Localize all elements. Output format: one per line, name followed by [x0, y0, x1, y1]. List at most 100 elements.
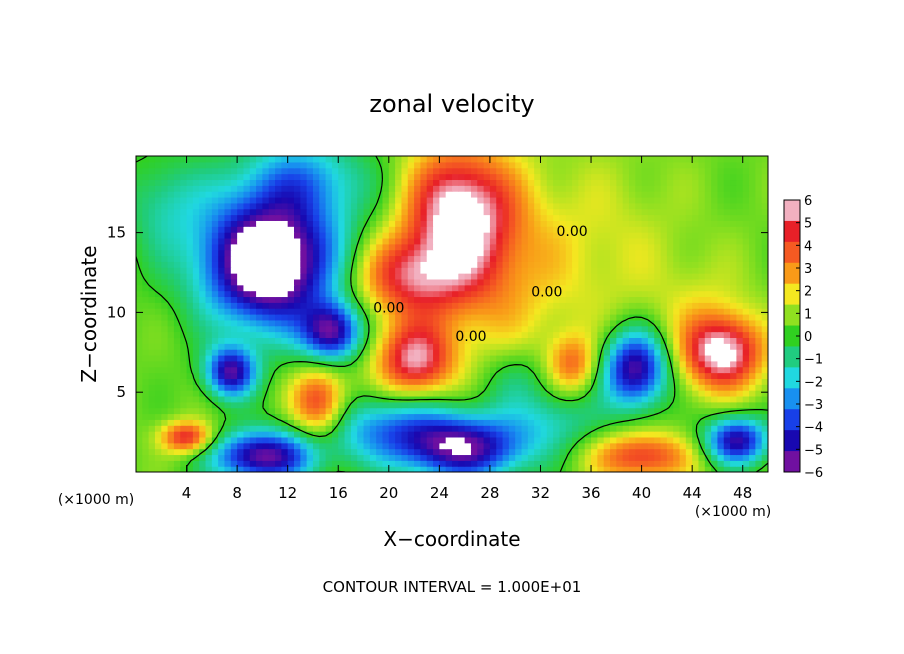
heatmap-cell	[445, 214, 453, 221]
heatmap-cell	[641, 220, 649, 227]
heatmap-cell	[426, 448, 434, 456]
heatmap-cell	[407, 360, 415, 368]
heatmap-cell	[426, 278, 434, 286]
heatmap-cell	[350, 267, 358, 274]
heatmap-cell	[331, 220, 339, 227]
heatmap-cell	[527, 185, 535, 192]
heatmap-cell	[572, 208, 579, 216]
heatmap-cell	[312, 249, 320, 257]
heatmap-cell	[477, 185, 485, 192]
heatmap-cell	[294, 343, 301, 350]
heatmap-cell	[312, 284, 320, 292]
heatmap-cell	[420, 325, 428, 333]
heatmap-cell	[338, 325, 346, 333]
heatmap-cell	[256, 255, 263, 262]
heatmap-cell	[502, 314, 510, 321]
heatmap-cell	[755, 413, 763, 420]
heatmap-cell	[572, 407, 579, 415]
heatmap-cell	[414, 290, 421, 298]
heatmap-cell	[508, 372, 516, 379]
heatmap-cell	[325, 325, 333, 333]
heatmap-cell	[401, 425, 409, 432]
heatmap-cell	[243, 360, 251, 368]
heatmap-cell	[508, 185, 516, 192]
heatmap-cell	[515, 442, 523, 450]
heatmap-cell	[167, 337, 175, 344]
heatmap-cell	[357, 436, 365, 444]
heatmap-cell	[306, 366, 314, 374]
heatmap-cell	[382, 448, 390, 456]
heatmap-cell	[470, 354, 478, 362]
heatmap-cell	[426, 232, 434, 239]
heatmap-cell	[136, 349, 143, 356]
heatmap-cell	[426, 413, 434, 420]
heatmap-cell	[502, 179, 510, 186]
heatmap-cell	[496, 191, 504, 198]
heatmap-cell	[477, 278, 485, 286]
heatmap-cell	[426, 191, 434, 198]
heatmap-cell	[161, 278, 169, 286]
heatmap-cell	[635, 325, 643, 333]
heatmap-cell	[186, 314, 194, 321]
heatmap-cell	[268, 407, 276, 415]
heatmap-cell	[275, 354, 282, 362]
heatmap-cell	[199, 290, 207, 298]
heatmap-cell	[199, 401, 207, 409]
heatmap-cell	[452, 360, 459, 368]
heatmap-cell	[736, 232, 744, 239]
heatmap-cell	[262, 454, 270, 461]
heatmap-cell	[508, 302, 516, 309]
heatmap-cell	[376, 273, 384, 280]
heatmap-cell	[319, 460, 327, 467]
heatmap-cell	[136, 185, 143, 192]
heatmap-cell	[142, 378, 150, 385]
heatmap-cell	[515, 360, 523, 368]
heatmap-cell	[458, 296, 466, 303]
heatmap-cell	[148, 220, 156, 227]
heatmap-cell	[572, 360, 579, 368]
heatmap-cell	[243, 255, 251, 262]
heatmap-cell	[382, 249, 390, 257]
heatmap-cell	[218, 232, 226, 239]
heatmap-cell	[237, 448, 245, 456]
heatmap-cell	[186, 384, 194, 391]
heatmap-cell	[249, 407, 257, 415]
heatmap-cell	[584, 466, 592, 472]
heatmap-cell	[211, 284, 219, 292]
heatmap-cell	[294, 407, 301, 415]
heatmap-cell	[723, 372, 731, 379]
heatmap-cell	[698, 354, 706, 362]
heatmap-cell	[192, 390, 200, 397]
heatmap-cell	[464, 232, 472, 239]
heatmap-cell	[407, 354, 415, 362]
heatmap-cell	[742, 384, 750, 391]
heatmap-cell	[161, 407, 169, 415]
heatmap-cell	[559, 284, 567, 292]
heatmap-cell	[154, 179, 162, 186]
heatmap-cell	[382, 425, 390, 432]
heatmap-cell	[148, 249, 156, 257]
heatmap-cell	[275, 419, 282, 426]
heatmap-cell	[281, 232, 289, 239]
heatmap-cell	[167, 349, 175, 356]
heatmap-cell	[717, 226, 725, 233]
heatmap-cell	[237, 267, 245, 274]
heatmap-cell	[414, 196, 421, 204]
heatmap-cell	[489, 214, 497, 221]
heatmap-cell	[527, 191, 535, 198]
heatmap-cell	[319, 395, 327, 403]
heatmap-cell	[312, 378, 320, 385]
heatmap-cell	[635, 460, 643, 467]
heatmap-cell	[294, 237, 301, 245]
heatmap-cell	[635, 436, 643, 444]
heatmap-cell	[136, 407, 143, 415]
heatmap-cell	[268, 343, 276, 350]
heatmap-cell	[742, 407, 750, 415]
heatmap-cell	[167, 425, 175, 432]
heatmap-cell	[477, 302, 485, 309]
heatmap-cell	[344, 442, 352, 450]
heatmap-cell	[679, 343, 687, 350]
heatmap-cell	[616, 413, 624, 420]
heatmap-cell	[281, 372, 289, 379]
heatmap-cell	[256, 366, 263, 374]
